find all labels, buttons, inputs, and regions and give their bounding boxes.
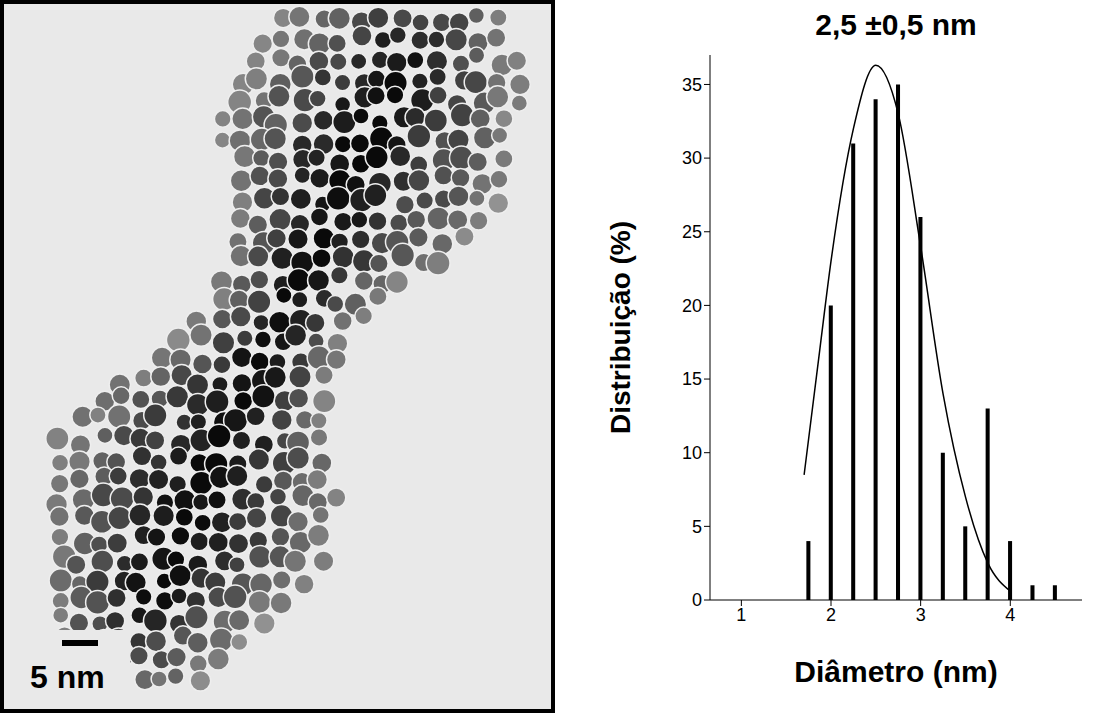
svg-text:25: 25 bbox=[682, 222, 702, 242]
svg-text:15: 15 bbox=[682, 369, 702, 389]
svg-text:0: 0 bbox=[692, 590, 702, 610]
svg-text:5 nm: 5 nm bbox=[30, 659, 105, 695]
svg-text:30: 30 bbox=[682, 148, 702, 168]
svg-text:10: 10 bbox=[682, 443, 702, 463]
svg-text:Diâmetro (nm): Diâmetro (nm) bbox=[794, 655, 997, 688]
svg-text:35: 35 bbox=[682, 75, 702, 95]
svg-text:20: 20 bbox=[682, 296, 702, 316]
svg-text:1: 1 bbox=[736, 605, 746, 625]
html-text:2,5 ±0,5 nm: 2,5 ±0,5 nm bbox=[815, 8, 977, 41]
svg-text:3: 3 bbox=[916, 605, 926, 625]
svg-text:2: 2 bbox=[826, 605, 836, 625]
svg-text:Distribuição (%): Distribuição (%) bbox=[605, 221, 636, 434]
svg-text:5: 5 bbox=[692, 517, 702, 537]
svg-text:4: 4 bbox=[1005, 605, 1015, 625]
